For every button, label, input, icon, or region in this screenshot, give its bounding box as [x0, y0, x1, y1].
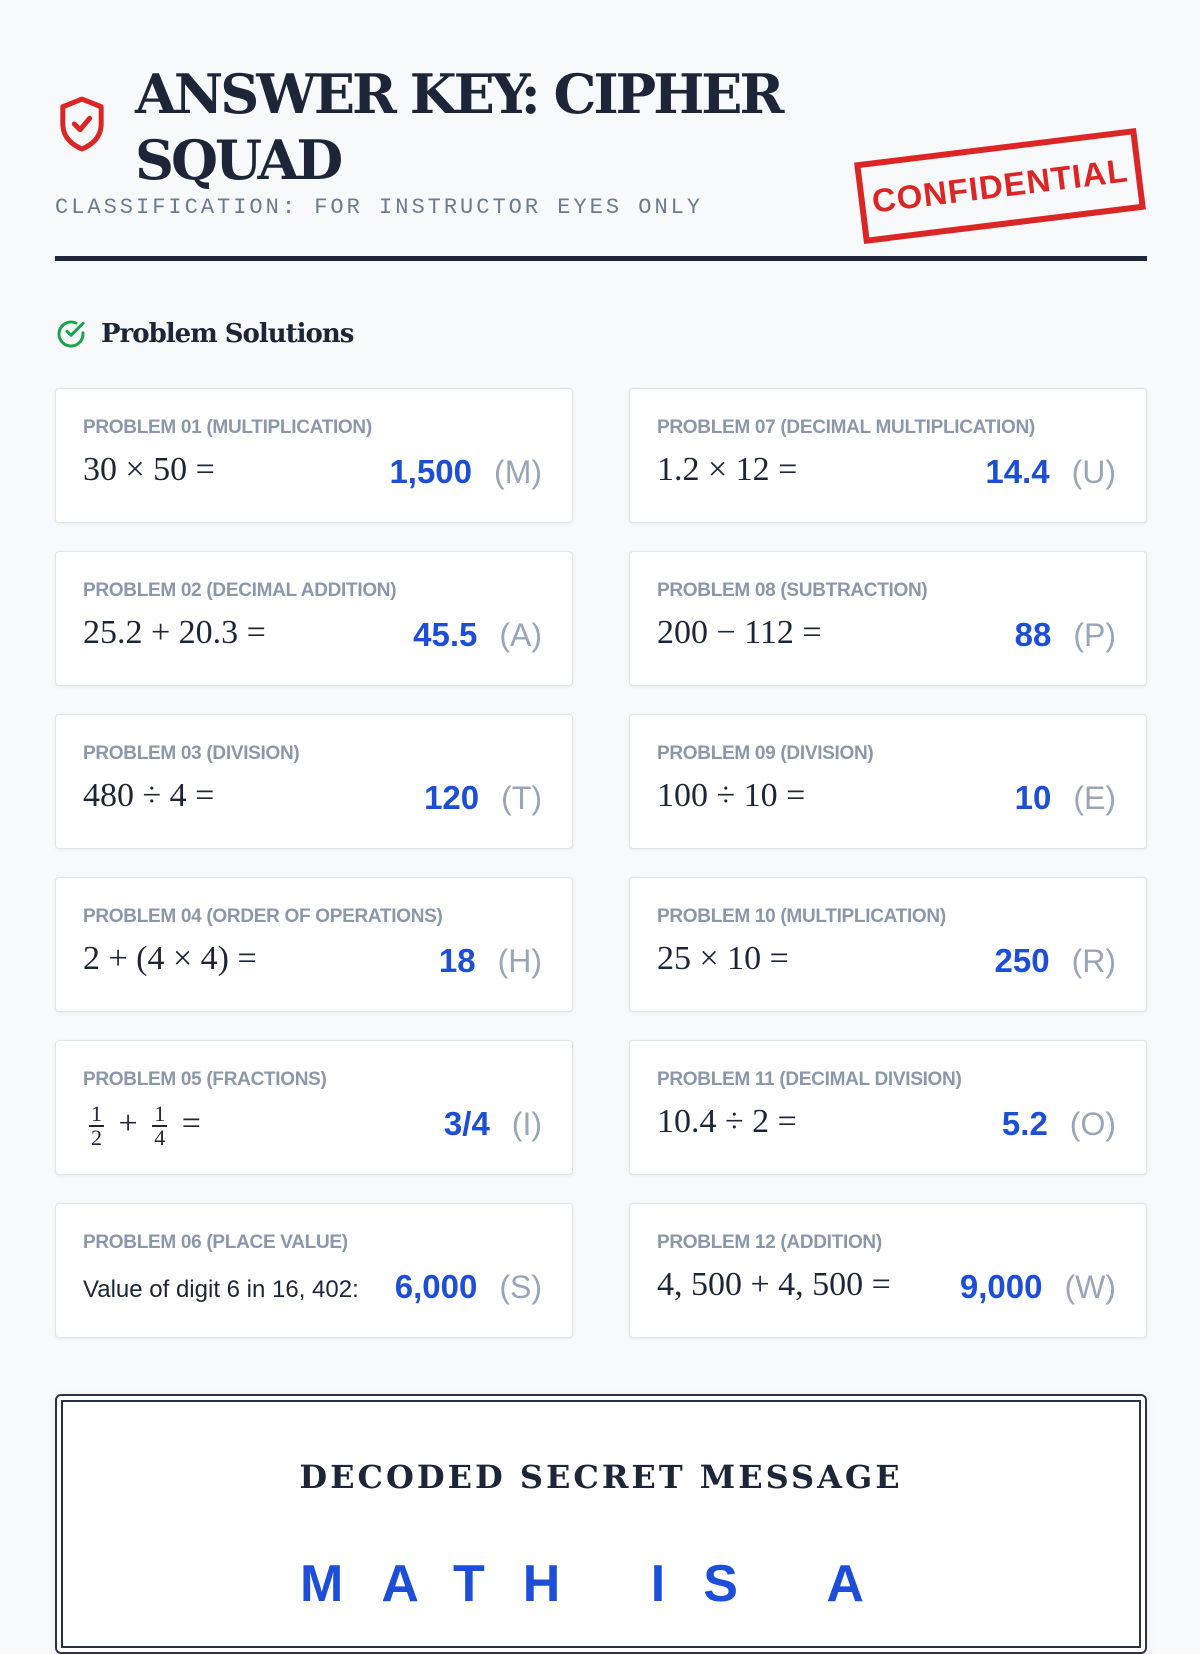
cipher-letter: (M): [494, 454, 542, 490]
answer-value: 88: [1014, 616, 1052, 653]
problem-equation: 2 + (4 × 4) =: [83, 940, 257, 977]
cipher-letter: (U): [1071, 454, 1116, 490]
shield-check-icon: [60, 96, 104, 152]
answer-value: 14.4: [985, 453, 1050, 490]
problem-equation: 1.2 × 12 =: [657, 451, 798, 488]
problem-card: PROBLEM 10 (MULTIPLICATION) 25 × 10 = 250…: [629, 877, 1147, 1012]
answer-value: 45.5: [413, 616, 478, 653]
problem-card: PROBLEM 09 (DIVISION) 100 ÷ 10 = 10 (E): [629, 714, 1147, 849]
cipher-letter: (O): [1069, 1106, 1116, 1142]
problem-label: PROBLEM 01 (MULTIPLICATION): [83, 417, 372, 438]
decoded-title: DECODED SECRET MESSAGE: [299, 1458, 903, 1496]
decoded-message-panel: DECODED SECRET MESSAGE MATH IS A: [55, 1394, 1147, 1654]
cipher-letter: (S): [499, 1269, 542, 1305]
problem-equation: 480 ÷ 4 =: [83, 777, 215, 814]
problem-card: PROBLEM 12 (ADDITION) 4, 500 + 4, 500 = 9…: [629, 1203, 1147, 1338]
cipher-letter: (E): [1073, 780, 1116, 816]
section-heading: Problem Solutions: [55, 318, 354, 350]
problem-label: PROBLEM 03 (DIVISION): [83, 743, 300, 764]
cipher-letter: (A): [499, 617, 542, 653]
problem-label: PROBLEM 04 (ORDER OF OPERATIONS): [83, 906, 443, 927]
problem-card: PROBLEM 08 (SUBTRACTION) 200 − 112 = 88 (P…: [629, 551, 1147, 686]
problem-label: PROBLEM 09 (DIVISION): [657, 743, 874, 764]
check-circle-icon: [57, 320, 85, 348]
problem-card: PROBLEM 01 (MULTIPLICATION) 30 × 50 = 1,5…: [55, 388, 573, 523]
problem-label: PROBLEM 05 (FRACTIONS): [83, 1069, 327, 1090]
classification-text: CLASSIFICATION: FOR INSTRUCTOR EYES ONLY: [55, 195, 704, 220]
problem-equation: 10.4 ÷ 2 =: [657, 1103, 797, 1140]
cipher-letter: (T): [501, 780, 542, 816]
problem-card: PROBLEM 06 (PLACE VALUE) Value of digit 6…: [55, 1203, 573, 1338]
problem-card: PROBLEM 11 (DECIMAL DIVISION) 10.4 ÷ 2 = …: [629, 1040, 1147, 1175]
problem-card: PROBLEM 03 (DIVISION) 480 ÷ 4 = 120 (T): [55, 714, 573, 849]
cipher-letter: (H): [497, 943, 542, 979]
problem-equation: 4, 500 + 4, 500 =: [657, 1266, 891, 1303]
answer-value: 10: [1014, 779, 1052, 816]
answer-value: 5.2: [1001, 1105, 1048, 1142]
answer-value: 18: [438, 942, 476, 979]
cipher-letter: (W): [1064, 1269, 1116, 1305]
answer-value: 3/4: [443, 1105, 490, 1142]
problem-label: PROBLEM 07 (DECIMAL MULTIPLICATION): [657, 417, 1035, 438]
problem-equation: 30 × 50 =: [83, 451, 215, 488]
problem-label: PROBLEM 06 (PLACE VALUE): [83, 1232, 348, 1253]
problem-equation: 200 − 112 =: [657, 614, 822, 651]
problem-label: PROBLEM 12 (ADDITION): [657, 1232, 882, 1253]
problem-label: PROBLEM 11 (DECIMAL DIVISION): [657, 1069, 962, 1090]
confidential-stamp: CONFIDENTIAL: [854, 128, 1146, 244]
problem-equation: Value of digit 6 in 16, 402:: [83, 1276, 359, 1303]
problem-label: PROBLEM 08 (SUBTRACTION): [657, 580, 928, 601]
problem-card: PROBLEM 07 (DECIMAL MULTIPLICATION) 1.2 ×…: [629, 388, 1147, 523]
problem-label: PROBLEM 10 (MULTIPLICATION): [657, 906, 946, 927]
page-title: ANSWER KEY: CIPHER SQUAD: [135, 62, 784, 192]
problem-equation: 100 ÷ 10 =: [657, 777, 806, 814]
answer-value: 250: [994, 942, 1050, 979]
decoded-message: MATH IS A: [300, 1555, 902, 1613]
answer-value: 9,000: [959, 1268, 1043, 1305]
cipher-letter: (R): [1071, 943, 1116, 979]
problem-equation: 25 × 10 =: [657, 940, 789, 977]
problem-label: PROBLEM 02 (DECIMAL ADDITION): [83, 580, 397, 601]
answer-value: 6,000: [394, 1268, 478, 1305]
page-header: ANSWER KEY: CIPHER SQUAD CLASSIFICATION:…: [55, 55, 1147, 261]
cipher-letter: (P): [1073, 617, 1116, 653]
problem-card: PROBLEM 04 (ORDER OF OPERATIONS) 2 + (4 ×…: [55, 877, 573, 1012]
cipher-letter: (I): [511, 1106, 542, 1142]
answer-value: 1,500: [389, 453, 473, 490]
problem-equation: 25.2 + 20.3 =: [83, 614, 266, 651]
section-title: Problem Solutions: [101, 319, 354, 349]
answer-value: 120: [424, 779, 480, 816]
problem-card: PROBLEM 02 (DECIMAL ADDITION) 25.2 + 20.3…: [55, 551, 573, 686]
